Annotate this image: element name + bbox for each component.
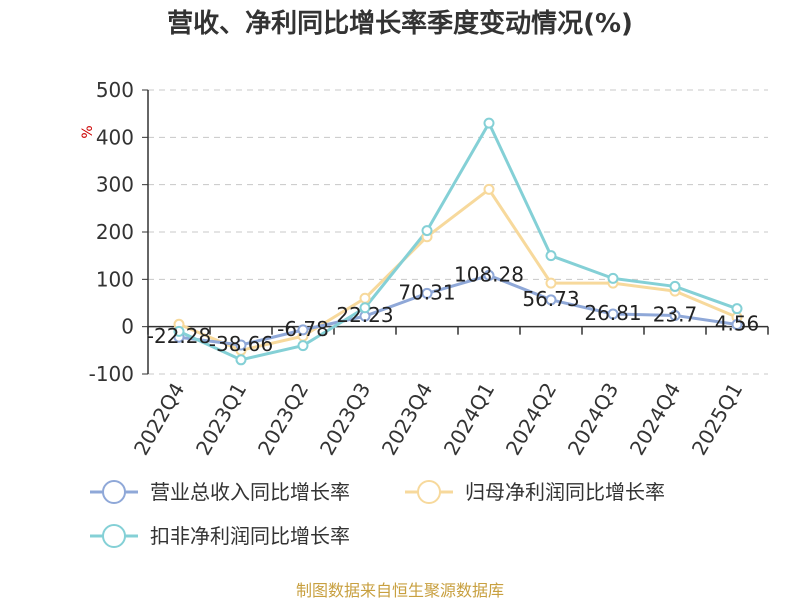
data-label: -38.66 [209, 332, 273, 356]
x-tick-label: 2023Q1 [191, 379, 251, 460]
x-tick-label: 2025Q1 [687, 379, 747, 460]
axes [147, 90, 769, 374]
chart-title: 营收、净利同比增长率季度变动情况(%) [167, 8, 633, 39]
x-tick-label: 2022Q4 [129, 379, 189, 460]
data-point [669, 309, 681, 321]
data-point [235, 339, 247, 351]
data-point [607, 272, 619, 284]
data-point [359, 302, 371, 314]
data-point [483, 269, 495, 281]
y-tick-label: -100 [89, 362, 134, 386]
source-note: 制图数据来自恒生聚源数据库 [296, 581, 504, 600]
data-label: 56.73 [522, 287, 579, 311]
legend-marker [102, 524, 126, 548]
data-point [731, 303, 743, 315]
y-axis-unit: % [80, 125, 96, 138]
data-point [545, 294, 557, 306]
y-tick-label: 500 [96, 78, 134, 102]
data-point [421, 225, 433, 237]
data-point [607, 308, 619, 320]
y-tick-label: 300 [96, 173, 134, 197]
legend-item[interactable]: 归母净利润同比增长率 [405, 480, 665, 504]
legend-marker [102, 480, 126, 504]
data-point [545, 250, 557, 262]
data-label: 70.31 [398, 280, 455, 304]
series-points [173, 117, 743, 366]
data-point [731, 319, 743, 331]
legend-item[interactable]: 营业总收入同比增长率 [90, 480, 350, 504]
legend-item[interactable]: 扣非净利润同比增长率 [90, 524, 350, 548]
data-label: -22.28 [147, 324, 211, 348]
x-tick-label: 2023Q4 [377, 379, 437, 460]
x-tick-label: 2024Q2 [501, 379, 561, 460]
data-point [545, 277, 557, 289]
data-labels: -22.28-38.66-6.78 22.2370.31108.2856.7326… [147, 262, 760, 356]
data-point [235, 354, 247, 366]
x-tick-labels: 2022Q4 2023Q1 2023Q2 2023Q3 2023Q4 2024Q1 2024… [129, 379, 747, 460]
data-label: 26.81 [584, 301, 641, 325]
legend-marker [417, 480, 441, 504]
series-line [178, 273, 738, 347]
x-tick-label: 2023Q3 [315, 379, 375, 460]
series-line [178, 187, 738, 352]
data-point [421, 287, 433, 299]
y-tick-label: 200 [96, 220, 134, 244]
y-tick-label: 400 [96, 125, 134, 149]
y-tick-label: 0 [121, 315, 134, 339]
data-label: 23.7 [653, 302, 698, 326]
data-point [359, 292, 371, 304]
data-point [483, 117, 495, 129]
data-point [669, 280, 681, 292]
data-label: 108.28 [454, 262, 524, 286]
data-label: 22.23 [336, 303, 393, 327]
data-point [483, 183, 495, 195]
series-line [178, 121, 738, 362]
legend-label: 归母净利润同比增长率 [465, 480, 665, 504]
x-tick-label: 2024Q3 [563, 379, 623, 460]
series-lines [178, 121, 738, 362]
x-tick-label: 2023Q2 [253, 379, 313, 460]
legend-label: 营业总收入同比增长率 [150, 480, 350, 504]
data-point [297, 340, 309, 352]
legend-label: 扣非净利润同比增长率 [150, 524, 350, 548]
y-tick-label: 100 [96, 267, 134, 291]
data-point [173, 325, 185, 337]
x-tick-label: 2024Q1 [439, 379, 499, 460]
x-tick-label: 2024Q4 [625, 379, 685, 460]
data-label: -6.78 [277, 317, 329, 341]
data-label: 4.56 [715, 312, 760, 336]
y-tick-labels: 500 400 300 200 100 0 -100 [89, 78, 134, 386]
data-point [297, 324, 309, 336]
